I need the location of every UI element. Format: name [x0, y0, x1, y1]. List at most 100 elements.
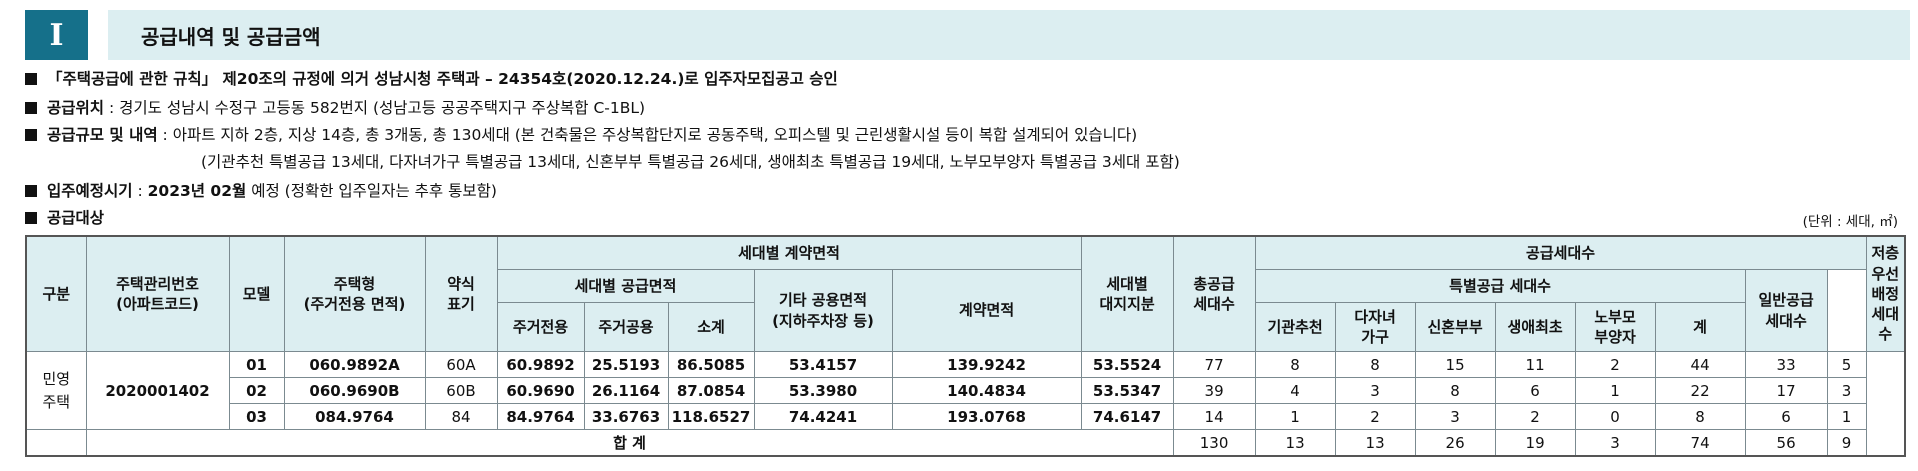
bullet-square-icon: [25, 129, 37, 141]
table-row: 03 084.9764 84 84.9764 33.6763 118.6527 …: [26, 403, 1905, 430]
contract-cell: 193.0768: [891, 403, 1082, 430]
scale-value: : 아파트 지하 2층, 지상 14층, 총 3개동, 총 130세대 (본 건…: [157, 126, 1138, 144]
multi-child-cell: 13: [1334, 429, 1416, 457]
approval-text: 「주택공급에 관한 규칙」 제20조의 규정에 의거 성남시청 주택과 – 24…: [47, 70, 838, 88]
multi-child-cell: 8: [1334, 351, 1416, 378]
institution-cell: 1: [1254, 403, 1336, 430]
special-sum-cell: 44: [1654, 351, 1746, 378]
target-label: 공급대상: [47, 209, 105, 227]
general-units-cell: 17: [1744, 377, 1828, 404]
header-contract-area: 세대별 계약면적: [496, 235, 1082, 270]
special-sum-cell: 8: [1654, 403, 1746, 430]
newlywed-cell: 8: [1414, 377, 1496, 404]
newlywed-cell: 3: [1414, 403, 1496, 430]
scale-label: 공급규모 및 내역: [47, 126, 158, 144]
location-value: : 경기도 성남시 수정구 고등동 582번지 (성남고등 공공주택지구 주상복…: [104, 99, 646, 117]
location-line: 공급위치 : 경기도 성남시 수정구 고등동 582번지 (성남고등 공공주택지…: [25, 96, 645, 118]
institution-cell: 4: [1254, 377, 1336, 404]
code-cell: 2020001402: [85, 351, 230, 430]
institution-cell: 8: [1254, 351, 1336, 378]
other-common-cell: 74.4241: [753, 403, 893, 430]
header-division: 구분: [25, 235, 87, 352]
abbr-cell: 84: [424, 403, 498, 430]
header-special-sum: 계: [1654, 302, 1746, 352]
type-cell: 084.9764: [283, 403, 426, 430]
header-general-units: 일반공급 세대수: [1744, 269, 1828, 352]
location-label: 공급위치: [47, 99, 105, 117]
bullet-square-icon: [25, 73, 37, 85]
land-cell: 74.6147: [1080, 403, 1174, 430]
header-exclusive: 주거전용: [496, 302, 585, 352]
header-low-floor: 저층우선 배정세대수: [1865, 235, 1906, 352]
approval-line: 「주택공급에 관한 규칙」 제20조의 규정에 의거 성남시청 주택과 – 24…: [25, 67, 838, 89]
special-sum-cell: 22: [1654, 377, 1746, 404]
bullet-square-icon: [25, 102, 37, 114]
multi-child-cell: 3: [1334, 377, 1416, 404]
bullet-square-icon: [25, 185, 37, 197]
total-row: 합 계 130 13 13 26 19 3 74 56 9: [25, 429, 1905, 457]
header-contract: 계약면적: [891, 269, 1082, 352]
first-time-cell: 2: [1494, 403, 1576, 430]
elderly-cell: 1: [1574, 377, 1656, 404]
move-in-value: 2023년 02월: [147, 182, 247, 200]
supply-table: 구분 주택관리번호 (아파트코드) 모델 주택형 (주거전용 면적) 약식 표기…: [25, 235, 1906, 457]
scale-detail-line: (기관추천 특별공급 13세대, 다자녀가구 특별공급 13세대, 신혼부부 특…: [201, 150, 1180, 172]
header-first-time: 생애최초: [1494, 302, 1576, 352]
elderly-cell: 2: [1574, 351, 1656, 378]
newlywed-cell: 26: [1414, 429, 1496, 457]
subtotal-cell: 118.6527: [667, 403, 755, 430]
low-floor-cell: 5: [1826, 351, 1867, 378]
model-cell: 01: [228, 351, 285, 378]
total-label: 합 계: [85, 429, 1174, 457]
general-units-cell: 6: [1744, 403, 1828, 430]
section-title-bar: 공급내역 및 공급금액: [108, 10, 1910, 60]
header-total-units: 총공급 세대수: [1172, 235, 1256, 352]
exclusive-cell: 60.9690: [496, 377, 585, 404]
header-institution: 기관추천: [1254, 302, 1336, 352]
general-units-cell: 33: [1744, 351, 1828, 378]
total-units-cell: 39: [1172, 377, 1256, 404]
section-number-badge: I: [25, 10, 88, 60]
low-floor-cell: 9: [1826, 429, 1867, 457]
abbr-cell: 60B: [424, 377, 498, 404]
elderly-cell: 0: [1574, 403, 1656, 430]
exclusive-cell: 84.9764: [496, 403, 585, 430]
scale-detail: (기관추천 특별공급 13세대, 다자녀가구 특별공급 13세대, 신혼부부 특…: [201, 153, 1180, 171]
section-title: 공급내역 및 공급금액: [141, 24, 321, 49]
header-multi-child: 다자녀 가구: [1334, 302, 1416, 352]
land-cell: 53.5347: [1080, 377, 1174, 404]
special-sum-cell: 74: [1654, 429, 1746, 457]
type-cell: 060.9892A: [283, 351, 426, 378]
unit-note: (단위 : 세대, ㎡): [1802, 214, 1898, 230]
contract-cell: 140.4834: [891, 377, 1082, 404]
move-in-sep: :: [132, 182, 148, 200]
header-abbr: 약식 표기: [424, 235, 498, 352]
total-units-cell: 130: [1172, 429, 1256, 457]
total-units-cell: 77: [1172, 351, 1256, 378]
header-model: 모델: [228, 235, 285, 352]
low-floor-cell: 1: [1826, 403, 1867, 430]
abbr-cell: 60A: [424, 351, 498, 378]
target-line: 공급대상: [25, 206, 104, 228]
newlywed-cell: 15: [1414, 351, 1496, 378]
header-elderly: 노부모 부양자: [1574, 302, 1656, 352]
move-in-note: 예정 (정확한 입주일자는 추후 통보함): [246, 182, 497, 200]
model-cell: 03: [228, 403, 285, 430]
land-cell: 53.5524: [1080, 351, 1174, 378]
common-cell: 25.5193: [583, 351, 669, 378]
general-units-cell: 56: [1744, 429, 1828, 457]
header-land-share: 세대별 대지지분: [1080, 235, 1174, 352]
first-time-cell: 19: [1494, 429, 1576, 457]
header-supply-units: 공급세대수: [1254, 235, 1867, 270]
type-cell: 060.9690B: [283, 377, 426, 404]
common-cell: 26.1164: [583, 377, 669, 404]
common-cell: 33.6763: [583, 403, 669, 430]
table-row: 민영 주택 2020001402 01 060.9892A 60A 60.989…: [25, 351, 1905, 430]
header-type: 주택형 (주거전용 면적): [283, 235, 426, 352]
subtotal-cell: 86.5085: [667, 351, 755, 378]
first-time-cell: 6: [1494, 377, 1576, 404]
move-in-label: 입주예정시기: [47, 182, 133, 200]
other-common-cell: 53.4157: [753, 351, 893, 378]
exclusive-cell: 60.9892: [496, 351, 585, 378]
subtotal-cell: 87.0854: [667, 377, 755, 404]
